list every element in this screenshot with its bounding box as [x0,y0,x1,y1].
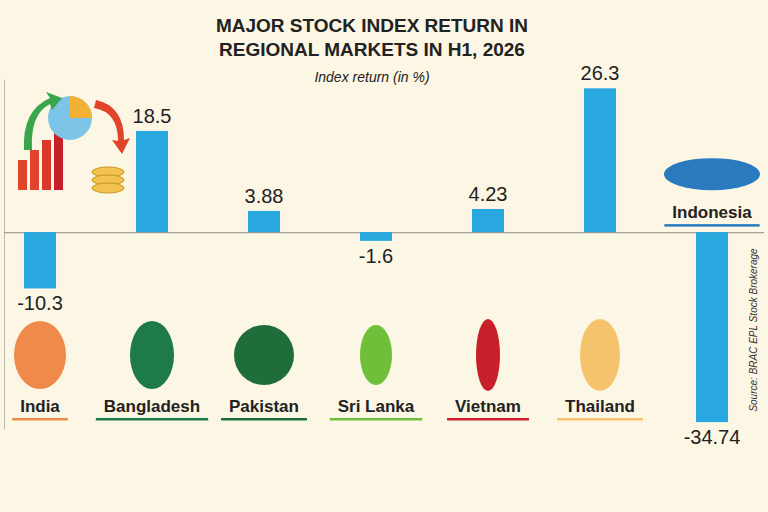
icon-pie-slice [70,96,92,118]
country-shape [14,321,66,389]
bar [248,211,280,232]
bar [472,209,504,232]
bars [24,88,728,422]
category-underline [557,418,643,421]
category-label: Pakistan [229,397,299,416]
category-label: Indonesia [672,203,752,222]
chart-svg: India Bangladesh Pakistan Sri Lanka Vietnam T… [0,0,768,512]
category-underline [330,418,423,421]
decorative-icon [18,92,130,193]
data-label: 26.3 [581,62,620,84]
subtitle: Index return (in %) [314,69,429,85]
category-underline [447,418,529,421]
bar [360,232,392,241]
source-note: Source: BRAC EPL Stock Brokerage [748,248,759,412]
data-label: -1.6 [359,245,393,267]
icon-arrow [24,92,62,150]
category-label: Bangladesh [104,397,200,416]
y-axis [4,80,764,430]
data-label: -10.3 [17,292,63,314]
icon-bar [42,140,51,190]
country-shape [476,319,500,391]
category-label: Vietnam [455,397,521,416]
data-label: 4.23 [469,183,508,205]
icon-bar [18,160,27,190]
bar [24,232,56,288]
title-line: MAJOR STOCK INDEX RETURN IN [216,15,528,36]
icon-coin [92,183,124,193]
country-shape [234,325,294,385]
category-underline [96,418,208,421]
background [0,0,768,512]
chart-container: India Bangladesh Pakistan Sri Lanka Vietnam T… [0,0,768,512]
icon-bar [30,150,39,190]
data-label: 18.5 [133,105,172,127]
bar [136,131,168,232]
category-underline [12,418,68,421]
country-shape [360,325,392,385]
country-shape [130,321,174,389]
bar [584,88,616,232]
category-underline [664,224,759,227]
bar [696,232,728,422]
chart-title: MAJOR STOCK INDEX RETURN IN REGIONAL MARK… [216,15,528,60]
y-axis-line [4,80,5,430]
title-line: REGIONAL MARKETS IN H1, 2026 [219,39,525,60]
category-label: Thailand [565,397,635,416]
data-labels: -10.3 18.5 3.88 -1.6 4.23 26.3 -34.74 [17,62,740,448]
data-label: -34.74 [684,426,741,448]
category-label: Sri Lanka [338,397,415,416]
icon-arrow [94,100,130,154]
data-label: 3.88 [245,185,284,207]
country-shape [664,158,760,190]
category-underline [221,418,307,421]
title: MAJOR STOCK INDEX RETURN IN REGIONAL MARK… [216,15,528,60]
country-shapes [14,158,760,391]
category-labels: India Bangladesh Pakistan Sri Lanka Vietnam T… [12,203,760,420]
country-shape [580,319,620,391]
category-label: India [20,397,60,416]
